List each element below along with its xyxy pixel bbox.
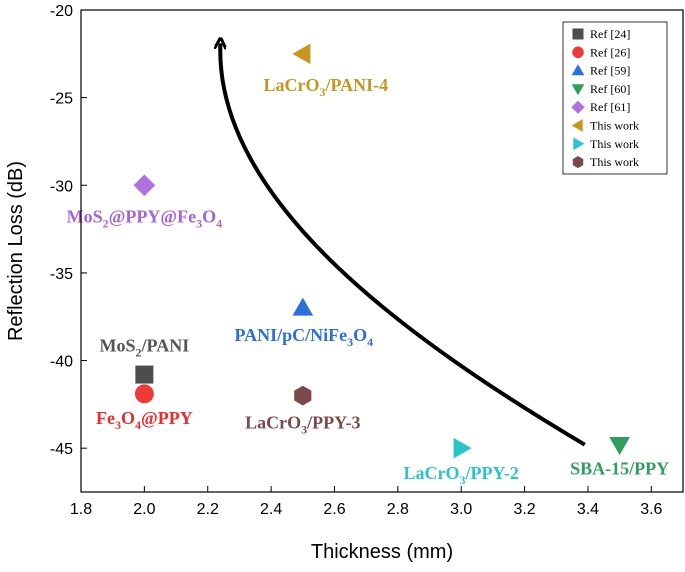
legend-marker xyxy=(572,46,584,59)
label-part: 3 xyxy=(115,418,121,432)
label-part: 2 xyxy=(136,346,142,360)
label-part: @PPY xyxy=(141,408,193,428)
data-point xyxy=(133,174,156,197)
x-tick-label: 2.2 xyxy=(197,501,219,518)
x-tick-label: 1.8 xyxy=(70,501,92,518)
data-point xyxy=(134,384,154,404)
x-tick-label: 2.6 xyxy=(323,501,345,518)
legend-label: Ref [60] xyxy=(590,82,630,96)
legend-label: Ref [59] xyxy=(590,64,630,78)
y-axis-title: Reflection Loss (dB) xyxy=(5,161,27,341)
x-tick-label: 3.6 xyxy=(640,501,662,518)
y-tick-label: -20 xyxy=(50,3,73,20)
label-part: 3 xyxy=(319,85,325,99)
legend-label: This work xyxy=(590,137,639,151)
x-tick-label: 3.2 xyxy=(513,501,535,518)
x-tick-label: 3.0 xyxy=(450,501,472,518)
legend-marker xyxy=(573,137,585,151)
label-part: 3 xyxy=(301,423,307,437)
data-point xyxy=(609,437,630,456)
legend-label: This work xyxy=(590,155,639,169)
label-part: 2 xyxy=(103,216,109,230)
label-part: 3 xyxy=(196,216,202,230)
legend-marker xyxy=(571,119,583,132)
label-part: @PPY@Fe xyxy=(109,206,196,226)
label-part: 3 xyxy=(347,335,353,349)
data-points xyxy=(133,43,630,459)
legend-label: Ref [26] xyxy=(590,45,630,59)
data-point xyxy=(453,437,472,459)
plot-frame xyxy=(80,9,684,493)
y-tick-label: -35 xyxy=(50,266,73,283)
x-axis-title: Thickness (mm) xyxy=(311,541,453,563)
label-part: LaCrO xyxy=(245,413,301,433)
label-part: 4 xyxy=(135,418,141,432)
label-part: 3 xyxy=(460,473,466,487)
label-part: O xyxy=(202,206,216,226)
data-point xyxy=(292,43,311,65)
label-part: /PPY-3 xyxy=(306,413,360,433)
x-tick-label: 2.4 xyxy=(260,501,282,518)
point-label: LaCrO3/PANI-4 xyxy=(263,75,388,99)
y-tick-label: -40 xyxy=(50,354,73,371)
x-tick-label: 3.4 xyxy=(577,501,599,518)
point-label: LaCrO3/PPY-3 xyxy=(245,413,360,437)
trend-arrow xyxy=(220,43,586,447)
label-part: MoS xyxy=(100,336,136,356)
label-part: /PANI-4 xyxy=(324,75,388,95)
data-point xyxy=(135,365,154,384)
legend-marker xyxy=(571,64,585,76)
label-part: O xyxy=(353,325,367,345)
y-tick-label: -25 xyxy=(50,91,73,108)
point-label: Fe3O4@PPY xyxy=(96,408,193,432)
point-label: PANI/pC/NiFe3O4 xyxy=(234,325,373,349)
legend-label: Ref [61] xyxy=(590,100,630,114)
label-part: /PPY-2 xyxy=(465,463,519,483)
y-tick-label: -30 xyxy=(50,178,73,195)
legend-marker xyxy=(571,84,585,96)
label-part: 4 xyxy=(216,216,222,230)
legend-label: This work xyxy=(590,119,639,133)
label-part: Fe xyxy=(96,408,115,428)
legend-marker xyxy=(572,156,584,169)
axis-ticks: 1.8 2.0 2.2 2.4 2.6 2.8 3.0 3.2 3.4 3.6 -45 -40 -35 -… xyxy=(50,3,663,518)
label-part: SBA-15/PPY xyxy=(570,459,669,479)
point-label: MoS2/PANI xyxy=(100,336,190,360)
label-part: LaCrO xyxy=(263,75,319,95)
legend-marker xyxy=(572,28,584,40)
data-point xyxy=(294,385,312,406)
legend-marker xyxy=(571,100,585,114)
point-labels: MoS2/PANIFe3O4@PPYPANI/pC/NiFe3O4SBA-15/… xyxy=(67,75,670,487)
label-part: 4 xyxy=(367,335,373,349)
point-label: MoS2@PPY@Fe3O4 xyxy=(67,206,222,230)
data-point xyxy=(292,297,314,316)
label-part: O xyxy=(121,408,135,428)
legend: Ref [24] Ref [26] Ref [59] Ref [60] Ref [61]… xyxy=(562,21,668,175)
y-tick-label: -45 xyxy=(50,441,73,458)
label-part: PANI/pC/NiFe xyxy=(234,325,347,345)
label-part: MoS xyxy=(67,206,103,226)
point-label: LaCrO3/PPY-2 xyxy=(404,463,519,487)
label-part: /PANI xyxy=(141,336,190,356)
x-tick-label: 2.8 xyxy=(387,501,409,518)
x-tick-label: 2.0 xyxy=(133,501,155,518)
legend-label: Ref [24] xyxy=(590,27,630,41)
label-part: LaCrO xyxy=(404,463,460,483)
point-label: SBA-15/PPY xyxy=(570,459,669,479)
